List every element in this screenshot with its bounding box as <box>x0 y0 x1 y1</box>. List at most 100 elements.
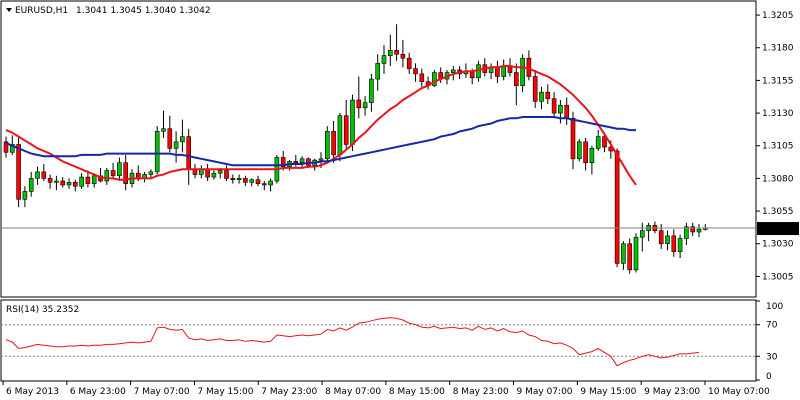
time-tick-label: 8 May 15:00 <box>389 387 445 397</box>
candle-body <box>3 141 9 153</box>
candle-body <box>117 162 122 177</box>
candle-body <box>564 104 570 119</box>
candle-body <box>545 91 551 99</box>
price-tick-label: 1.3130 <box>762 109 794 119</box>
rsi-level-lines <box>1 324 756 357</box>
candle-body <box>35 171 40 179</box>
rsi-line <box>5 317 700 367</box>
candle-body <box>167 128 173 149</box>
candle-body <box>406 57 412 69</box>
price-tick-label: 1.3055 <box>762 207 794 217</box>
candle-body <box>677 238 683 252</box>
candle-body <box>387 50 393 56</box>
bull-candle <box>299 156 305 168</box>
candle-body <box>432 72 437 86</box>
candle-body <box>16 144 21 200</box>
bull-candle <box>595 130 601 151</box>
candle-body <box>180 136 185 143</box>
bull-candle <box>684 222 689 246</box>
rsi-series <box>5 317 700 367</box>
current-price-label: 1.3042 <box>762 224 794 234</box>
bear-candle <box>551 92 557 119</box>
symbol-label: EURUSD,H1 <box>15 6 68 16</box>
price-tick-label: 1.3105 <box>762 142 794 152</box>
candle-body <box>375 63 381 80</box>
slow-ma-line <box>5 116 636 167</box>
candle-body <box>85 176 91 184</box>
bull-candle <box>104 167 110 185</box>
candle-body <box>205 168 210 178</box>
bull-candle <box>154 126 160 175</box>
candle-body <box>539 91 544 102</box>
bear-candle <box>3 136 9 158</box>
candle-body <box>249 179 254 183</box>
candle-body <box>293 161 299 164</box>
bull-candle <box>66 178 72 189</box>
time-tick-label: 8 May 07:00 <box>325 387 381 397</box>
candle-body <box>413 68 418 75</box>
time-tick-label: 6 May 23:00 <box>70 387 126 397</box>
bull-candle <box>22 186 28 208</box>
bull-candle <box>148 169 154 179</box>
candle-body <box>280 157 286 167</box>
bull-candle <box>381 45 387 74</box>
candle-body <box>79 176 84 187</box>
candle-body <box>400 53 406 59</box>
candle-body <box>236 178 242 181</box>
bear-candle <box>16 137 21 208</box>
bull-candle <box>558 100 563 124</box>
bull-candle <box>28 171 34 197</box>
time-tick-label: 9 May 07:00 <box>517 387 573 397</box>
current-price-marker: 1.3042 <box>757 222 799 236</box>
bull-candle <box>677 234 683 259</box>
candle-body <box>22 191 28 200</box>
candle-body <box>54 180 59 183</box>
bull-candle <box>369 73 374 112</box>
candle-body <box>268 180 273 186</box>
price-tick-label: 1.3080 <box>762 174 794 184</box>
candle-body <box>186 136 191 170</box>
bull-candle <box>211 170 217 180</box>
triangle-down-icon[interactable] <box>6 8 12 12</box>
rsi-panel[interactable]: 100 70 30 0 RSI(14) 35.2352 <box>0 299 783 382</box>
bear-candle <box>47 174 53 189</box>
bull-candle <box>621 241 626 270</box>
candle-body <box>665 235 670 245</box>
moving-average-series <box>5 65 637 186</box>
bull-candle <box>35 166 40 185</box>
bull-candle <box>236 174 242 184</box>
bear-candle <box>400 39 406 68</box>
price-axis: 1.3205 1.3180 1.3155 1.3130 1.3105 1.3080 1.30… <box>756 11 794 282</box>
candle-body <box>331 131 336 156</box>
candle-body <box>148 171 154 175</box>
candle-body <box>337 115 343 156</box>
bear-candle <box>255 175 261 187</box>
candle-body <box>47 178 53 183</box>
rsi-axis: 100 70 30 0 <box>756 300 783 382</box>
main-chart-panel[interactable]: 1.3205 1.3180 1.3155 1.3130 1.3105 1.3080 1.30… <box>0 0 799 298</box>
candle-body <box>671 235 677 252</box>
price-tick-label: 1.3005 <box>762 272 794 282</box>
candle-body <box>639 230 645 238</box>
candle-body <box>501 65 507 77</box>
bear-candle <box>602 132 607 153</box>
time-tick-label: 9 May 23:00 <box>644 387 700 397</box>
bull-candle <box>79 173 84 189</box>
price-tick-label: 1.3155 <box>762 76 794 86</box>
candlestick-series <box>3 24 708 274</box>
bull-candle <box>54 175 59 191</box>
price-tick-label: 1.3205 <box>762 11 794 21</box>
candle-body <box>381 55 387 64</box>
bull-candle <box>324 126 330 162</box>
bear-candle <box>85 170 91 188</box>
bear-candle <box>356 76 362 119</box>
bear-candle <box>614 148 620 268</box>
bear-candle <box>545 84 551 104</box>
candle-body <box>211 172 217 178</box>
bear-candle <box>413 63 418 82</box>
bull-candle <box>665 230 670 251</box>
candle-body <box>520 57 525 86</box>
symbol-header[interactable]: EURUSD,H1 1.3041 1.3045 1.3040 1.3042 <box>6 6 211 16</box>
ohlc-values: 1.3041 1.3045 1.3040 1.3042 <box>76 6 211 16</box>
bear-candle <box>394 24 399 61</box>
